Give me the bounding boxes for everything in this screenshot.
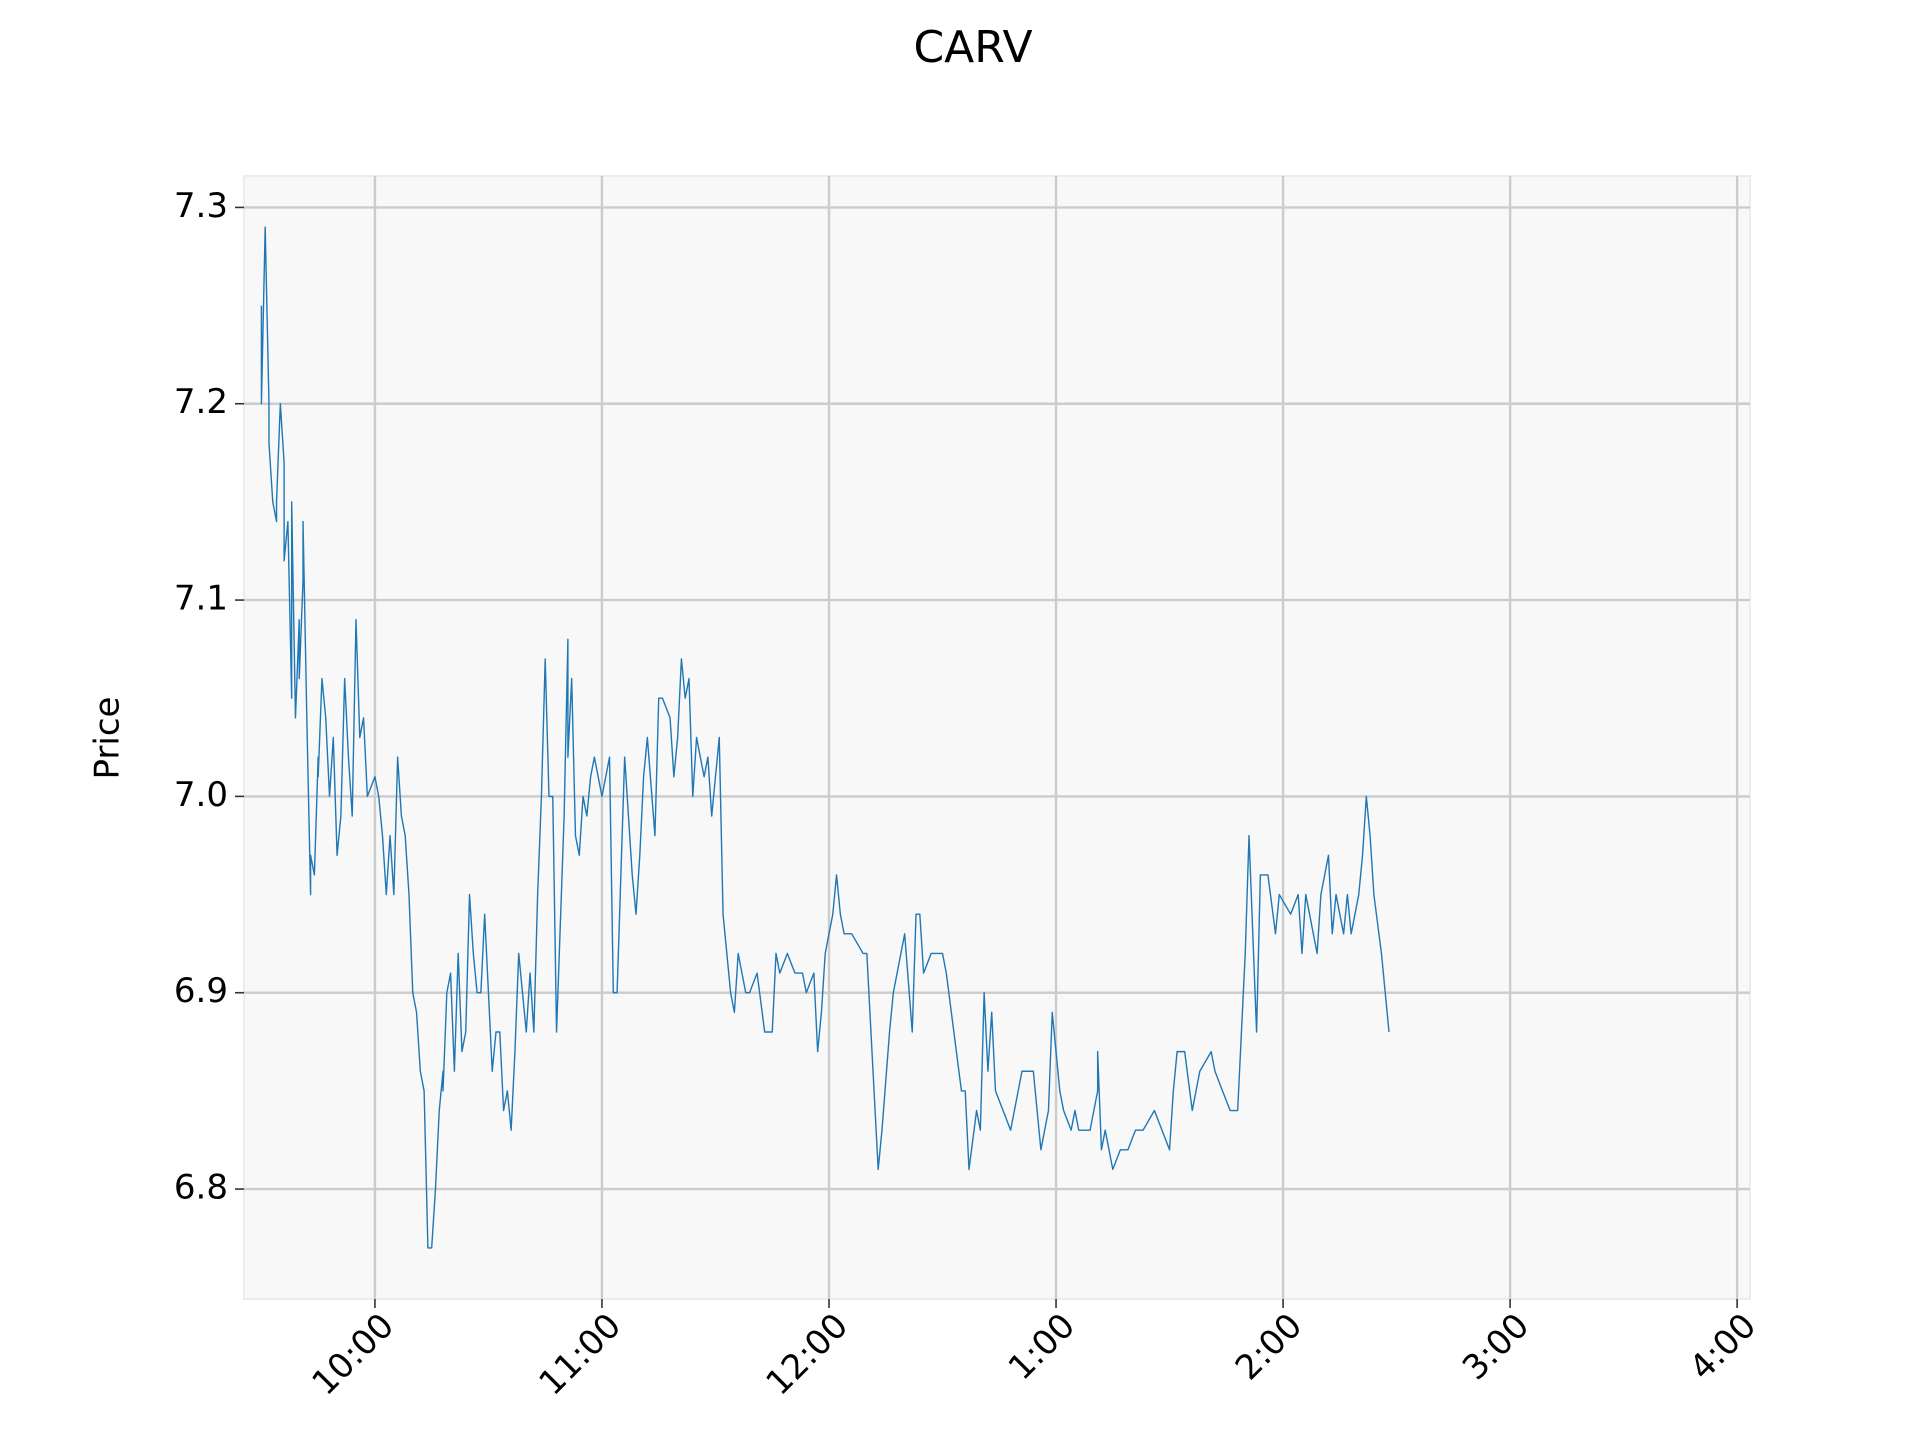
y-axis-label: Price [88, 697, 128, 780]
x-tick-label: 4:00 [1682, 1306, 1764, 1388]
chart-title: CARV [913, 22, 1032, 73]
x-tick-label: 11:00 [531, 1306, 629, 1404]
price-line [260, 226, 1390, 1249]
y-tick-label: 6.8 [174, 1168, 228, 1208]
y-tick-label: 7.0 [174, 775, 228, 815]
y-tick-label: 7.3 [174, 186, 228, 226]
x-tick-label: 3:00 [1455, 1306, 1537, 1388]
x-tick-label: 12:00 [759, 1306, 857, 1404]
x-tick-label: 10:00 [304, 1306, 402, 1404]
x-tick-label: 1:00 [1001, 1306, 1083, 1388]
plot-area [243, 175, 1751, 1300]
x-tick-label: 2:00 [1228, 1306, 1310, 1388]
y-tick-label: 7.1 [174, 579, 228, 619]
y-tick-label: 7.2 [174, 382, 228, 422]
y-tick-label: 6.9 [174, 971, 228, 1011]
